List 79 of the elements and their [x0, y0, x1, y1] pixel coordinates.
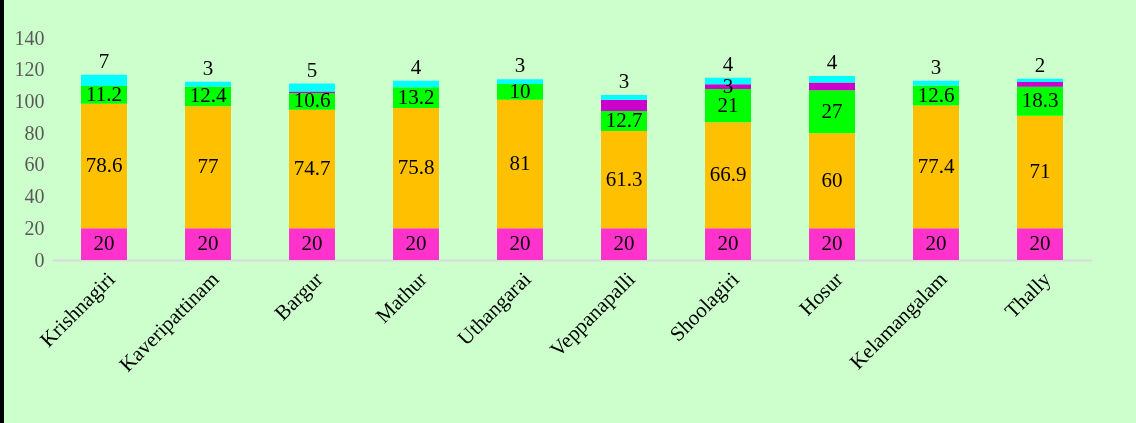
data-label: 27	[821, 98, 843, 123]
data-label: 20	[925, 231, 947, 256]
bar	[601, 228, 647, 260]
y-tick-label: 100	[14, 89, 45, 112]
y-tick-label: 0	[34, 248, 45, 271]
bar	[81, 74, 127, 86]
bar	[289, 109, 335, 229]
data-label: 2	[1034, 52, 1046, 77]
bar	[705, 228, 751, 260]
bar	[497, 228, 543, 260]
data-label: 11.2	[86, 81, 122, 106]
bar	[913, 80, 959, 86]
data-label: 3	[618, 69, 630, 94]
bar	[497, 99, 543, 229]
data-label: 4	[410, 54, 422, 79]
bar	[393, 228, 439, 260]
data-label: 78.6	[85, 152, 123, 177]
y-tick-label: 120	[14, 58, 45, 81]
y-tick-label: 60	[24, 153, 45, 176]
bar	[1017, 115, 1063, 229]
data-label: 20	[93, 231, 115, 256]
bar	[1017, 78, 1063, 82]
bar	[289, 228, 335, 260]
bar	[913, 105, 959, 229]
data-label: 3	[514, 53, 526, 78]
bar	[809, 76, 855, 83]
bar	[393, 80, 439, 88]
bar	[601, 95, 647, 100]
bar	[601, 131, 647, 229]
data-label: 18.3	[1021, 88, 1059, 113]
data-label: 7	[98, 48, 110, 73]
data-label: 20	[1029, 231, 1051, 256]
y-tick-label: 140	[14, 26, 45, 49]
bar	[81, 228, 127, 260]
bar	[1017, 228, 1063, 260]
bar	[185, 81, 231, 87]
data-label: 4	[722, 51, 734, 76]
bar	[913, 228, 959, 260]
bar	[705, 122, 751, 229]
data-label: 74.7	[293, 156, 331, 181]
data-label: 13.2	[397, 84, 435, 109]
data-label: 20	[821, 231, 843, 256]
bar	[185, 106, 231, 229]
data-label: 20	[301, 231, 323, 256]
bar	[809, 133, 855, 229]
bar	[393, 108, 439, 229]
y-tick-label: 20	[24, 216, 45, 239]
data-label: 20	[613, 231, 635, 256]
bar	[185, 228, 231, 260]
bar	[809, 228, 855, 260]
data-label: 81	[509, 151, 531, 176]
data-label: 77.4	[917, 153, 955, 178]
data-label: 10	[509, 78, 531, 103]
data-label: 12.4	[189, 83, 227, 108]
bar	[1017, 81, 1063, 87]
data-label: 61.3	[605, 166, 643, 191]
data-label: 75.8	[397, 155, 435, 180]
data-label: 20	[197, 231, 219, 256]
y-tick-label: 80	[24, 121, 45, 144]
data-label: 20	[509, 231, 531, 256]
data-label: 12.6	[917, 82, 955, 107]
data-label: 4	[826, 50, 838, 75]
data-label: 3	[930, 54, 942, 79]
y-tick-label: 40	[24, 185, 45, 208]
data-label: 5	[306, 57, 318, 82]
data-label: 20	[717, 231, 739, 256]
data-label: 20	[405, 231, 427, 256]
data-label: 12.7	[605, 108, 643, 133]
data-label: 10.6	[293, 88, 331, 113]
data-label: 3	[202, 55, 214, 80]
data-label: 71	[1029, 158, 1051, 183]
data-label: 60	[821, 167, 843, 192]
bar	[809, 90, 855, 134]
data-label: 77	[197, 154, 219, 179]
bar	[497, 79, 543, 84]
bar	[809, 82, 855, 91]
data-label: 66.9	[709, 162, 747, 187]
bar	[81, 103, 127, 229]
bar	[601, 99, 647, 111]
